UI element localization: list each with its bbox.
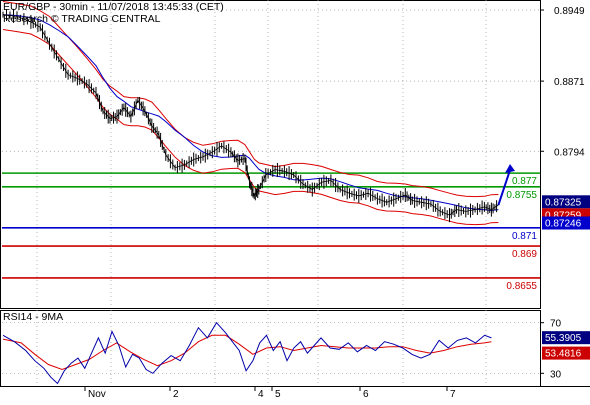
level-label: 0.8755 (506, 190, 537, 201)
rsi-badge (542, 331, 590, 345)
time-tick-label: 5 (275, 389, 281, 400)
price-tick-label: 0.8871 (554, 77, 585, 88)
price-badge-label: 0.87259 (545, 210, 582, 221)
chart-subtitle: Research © TRADING CENTRAL (3, 13, 161, 25)
rsi-tick-label: 70 (550, 319, 562, 330)
price-tick-label: 0.8949 (554, 6, 585, 17)
bollinger-upper-band (2, 1, 499, 198)
rsi-label: RSI14 - 9MA (3, 311, 64, 323)
chart-title: EUR/GBP - 30min - 11/07/2018 13:45:33 (C… (3, 1, 224, 13)
price-badge (542, 216, 590, 230)
projection-arrow-line (497, 169, 511, 206)
price-badge (542, 195, 590, 209)
rsi-badge (542, 346, 590, 360)
level-label: 0.8655 (506, 281, 537, 292)
price-line (2, 14, 499, 216)
time-tick-label: 4 (258, 389, 264, 400)
rsi-badge-label: 53.4816 (545, 349, 582, 360)
price-panel-frame (0, 0, 541, 309)
moving-average-line (2, 14, 499, 212)
time-tick-label: 6 (363, 389, 369, 400)
level-lines: 0.877 0.8755 0.871 0.869 0.8655 (2, 172, 540, 292)
level-label: 0.869 (512, 249, 537, 260)
time-tick-label: 2 (173, 389, 179, 400)
level-label: 0.871 (512, 231, 537, 242)
price-badge-label: 0.87325 (545, 197, 582, 208)
rsi-panel-frame (0, 310, 541, 387)
rsi-tick-label: 30 (550, 369, 562, 380)
price-bars (2, 8, 498, 223)
time-tick-label: Nov (88, 389, 106, 400)
price-badge-label: 0.87246 (545, 219, 582, 230)
rsi-line (2, 321, 492, 385)
price-tick-label: 0.8794 (554, 147, 585, 158)
rsi-badge-label: 55.3905 (545, 333, 582, 344)
bollinger-lower-band (2, 29, 499, 226)
rsi-ma-line (2, 334, 492, 371)
projection-arrow-head (505, 164, 515, 174)
level-label: 0.877 (512, 176, 537, 187)
time-tick-label: 7 (450, 389, 456, 400)
